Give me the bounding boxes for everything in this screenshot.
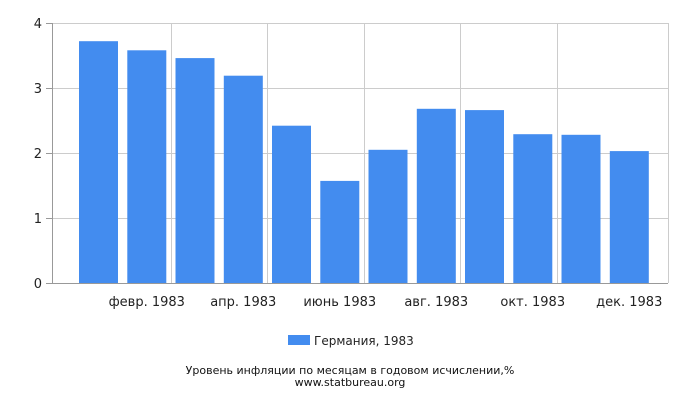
x-tick-label: апр. 1983 [210, 295, 276, 310]
bar [561, 134, 601, 283]
bar [127, 50, 167, 283]
legend: Германия, 1983 [288, 334, 414, 348]
legend-label: Германия, 1983 [314, 334, 414, 348]
y-tick-labels: 0 1 2 3 4 [34, 17, 42, 292]
y-tick-label: 4 [34, 17, 42, 32]
x-tick-label: окт. 1983 [500, 295, 565, 310]
x-tick-label: июнь 1983 [303, 295, 376, 310]
bar [465, 110, 504, 283]
bar-series [79, 41, 649, 284]
y-tick-label: 0 [34, 277, 42, 292]
bar [175, 58, 215, 283]
bar [368, 149, 408, 284]
bar [609, 151, 649, 283]
legend-swatch [288, 335, 310, 345]
bar [320, 180, 360, 283]
x-tick-label: авг. 1983 [404, 295, 468, 310]
bar [416, 108, 456, 283]
bar [223, 75, 263, 283]
y-tick-label: 1 [34, 212, 42, 227]
axes [46, 23, 668, 284]
bar [79, 41, 118, 284]
bar [272, 125, 311, 283]
chart-caption: Уровень инфляции по месяцам в годовом ис… [185, 364, 515, 377]
y-tick-label: 3 [34, 82, 42, 97]
bar [513, 134, 553, 283]
x-tick-label: февр. 1983 [109, 295, 185, 310]
y-tick-label: 2 [34, 147, 42, 162]
x-tick-label: дек. 1983 [596, 295, 662, 310]
source-link[interactable]: www.statbureau.org [294, 376, 406, 389]
x-tick-labels: февр. 1983 апр. 1983 июнь 1983 авг. 1983 окт… [109, 295, 663, 310]
